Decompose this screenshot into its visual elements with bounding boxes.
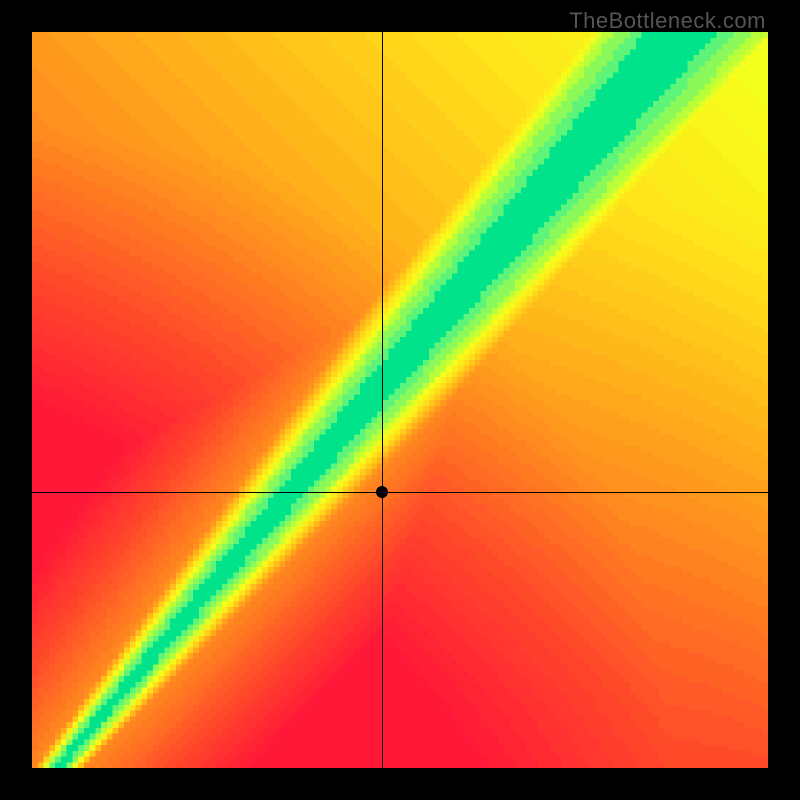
plot-area: [32, 32, 768, 768]
watermark-text: TheBottleneck.com: [569, 8, 766, 34]
heatmap-plot: [32, 32, 768, 768]
heatmap-canvas: [32, 32, 768, 768]
